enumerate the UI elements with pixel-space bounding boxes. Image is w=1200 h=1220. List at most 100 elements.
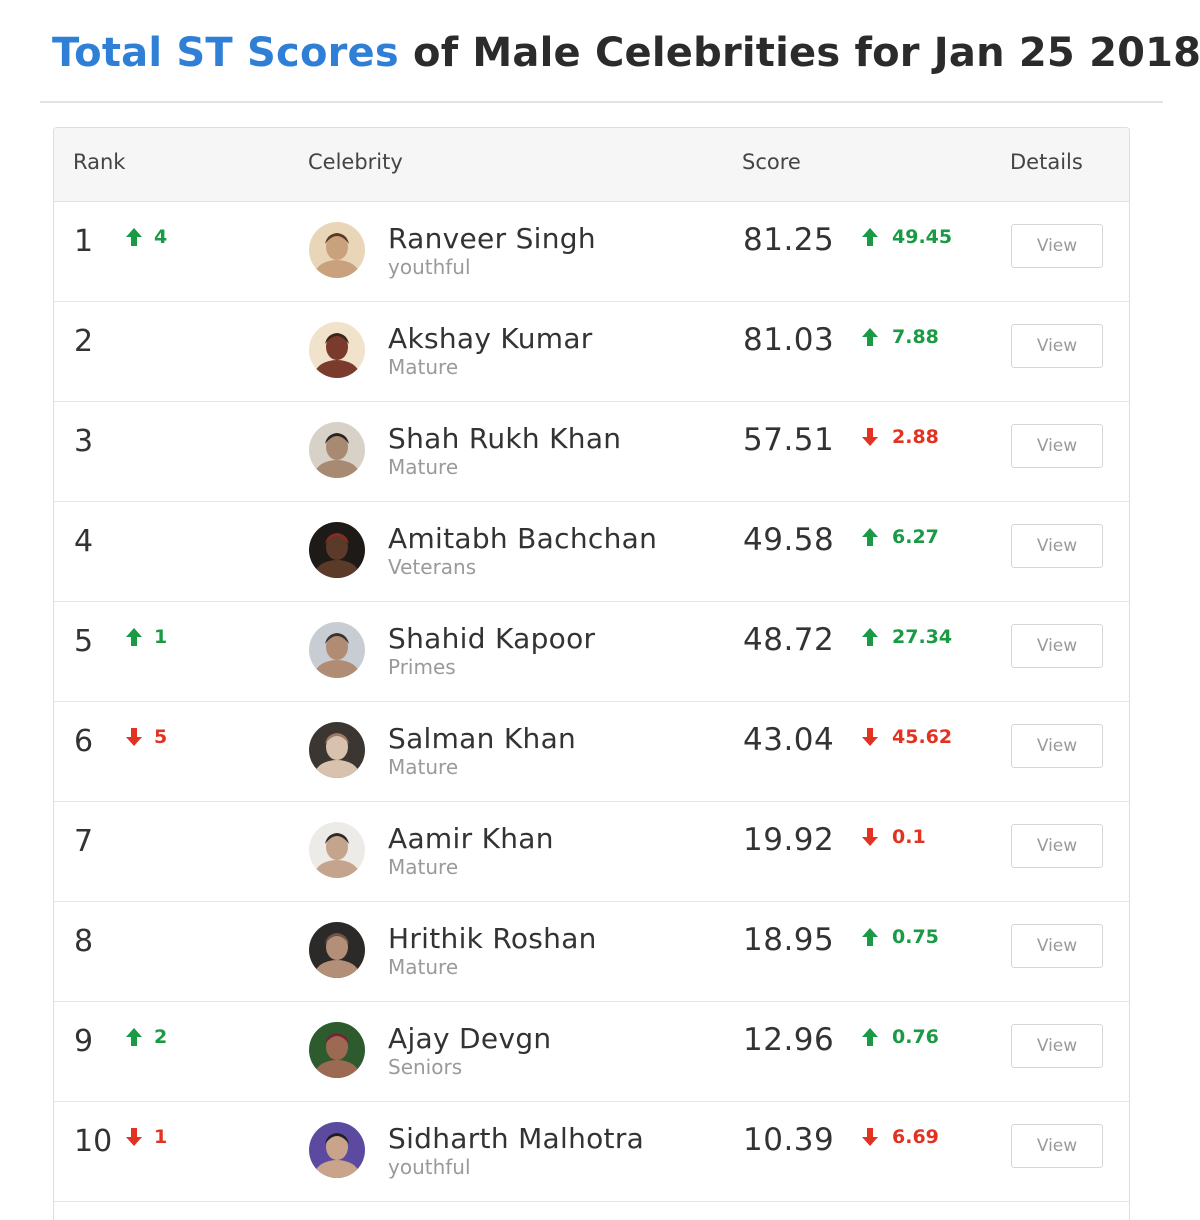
score-value: 48.72 bbox=[743, 622, 835, 658]
view-details-button[interactable]: View bbox=[1011, 224, 1103, 268]
score-change: 0.75 bbox=[860, 926, 939, 948]
rank-number: 4 bbox=[74, 524, 94, 559]
rank-number: 8 bbox=[74, 924, 94, 959]
view-details-button[interactable]: View bbox=[1011, 524, 1103, 568]
arrow-up-icon bbox=[124, 626, 144, 648]
score-change-value: 0.76 bbox=[892, 1026, 939, 1048]
rank-number: 3 bbox=[74, 424, 94, 459]
celebrity-category: Mature bbox=[388, 755, 459, 779]
avatar bbox=[309, 922, 365, 978]
score-change: 0.76 bbox=[860, 1026, 939, 1048]
rank-change-value: 1 bbox=[154, 626, 168, 648]
arrow-down-icon bbox=[124, 726, 144, 748]
view-details-button[interactable]: View bbox=[1011, 324, 1103, 368]
rank-change-value: 5 bbox=[154, 726, 168, 748]
rank-number: 6 bbox=[74, 724, 94, 759]
arrow-up-icon bbox=[860, 926, 880, 948]
celebrity-name: Shahid Kapoor bbox=[388, 622, 596, 655]
table-header: Rank Celebrity Score Details bbox=[54, 128, 1129, 202]
avatar bbox=[309, 422, 365, 478]
rank-number: 1 bbox=[74, 224, 94, 259]
view-details-button[interactable]: View bbox=[1011, 624, 1103, 668]
celebrity-name: Akshay Kumar bbox=[388, 322, 593, 355]
arrow-up-icon bbox=[860, 1026, 880, 1048]
avatar bbox=[309, 1022, 365, 1078]
celebrity-name: Sidharth Malhotra bbox=[388, 1122, 645, 1155]
celebrity-category: youthful bbox=[388, 255, 471, 279]
rankings-table: Rank Celebrity Score Details 1 4 Ranveer S… bbox=[53, 127, 1130, 1220]
celebrity-category: Mature bbox=[388, 955, 459, 979]
score-change: 2.88 bbox=[860, 426, 939, 448]
score-value: 19.92 bbox=[743, 822, 835, 858]
rank-number: 10 bbox=[74, 1124, 113, 1159]
table-row: 9 2 Ajay Devgn Seniors 12.96 0.76 View bbox=[54, 1002, 1129, 1102]
title-divider bbox=[40, 101, 1163, 103]
score-change-value: 0.75 bbox=[892, 926, 939, 948]
table-row: 8 Hrithik Roshan Mature 18.95 0.75 View bbox=[54, 902, 1129, 1002]
score-change-value: 49.45 bbox=[892, 226, 953, 248]
celebrity-category: Mature bbox=[388, 455, 459, 479]
arrow-down-icon bbox=[860, 426, 880, 448]
header-details: Details bbox=[1010, 150, 1083, 174]
celebrity-category: Veterans bbox=[388, 555, 477, 579]
rank-change: 1 bbox=[124, 1126, 167, 1148]
score-value: 81.03 bbox=[743, 322, 835, 358]
view-details-button[interactable]: View bbox=[1011, 924, 1103, 968]
table-row: 7 Aamir Khan Mature 19.92 0.1 View bbox=[54, 802, 1129, 902]
score-change-value: 45.62 bbox=[892, 726, 953, 748]
avatar bbox=[309, 822, 365, 878]
celebrity-name: Hrithik Roshan bbox=[388, 922, 597, 955]
score-value: 18.95 bbox=[743, 922, 835, 958]
celebrity-category: Seniors bbox=[388, 1055, 463, 1079]
rank-number: 5 bbox=[74, 624, 94, 659]
score-change-value: 7.88 bbox=[892, 326, 939, 348]
celebrity-category: Mature bbox=[388, 855, 459, 879]
arrow-down-icon bbox=[124, 1126, 144, 1148]
celebrity-category: Mature bbox=[388, 355, 459, 379]
score-value: 81.25 bbox=[743, 222, 835, 258]
avatar bbox=[309, 222, 365, 278]
table-row: 3 Shah Rukh Khan Mature 57.51 2.88 View bbox=[54, 402, 1129, 502]
page-title-rest: of Male Celebrities for Jan 25 2018 bbox=[398, 30, 1200, 76]
avatar bbox=[309, 722, 365, 778]
rank-change: 4 bbox=[124, 226, 167, 248]
score-value: 43.04 bbox=[743, 722, 835, 758]
arrow-up-icon bbox=[124, 226, 144, 248]
table-row: 1 4 Ranveer Singh youthful 81.25 49.45 View bbox=[54, 202, 1129, 302]
avatar bbox=[309, 522, 365, 578]
header-rank: Rank bbox=[73, 150, 126, 174]
arrow-down-icon bbox=[860, 826, 880, 848]
score-change: 49.45 bbox=[860, 226, 952, 248]
score-change: 27.34 bbox=[860, 626, 952, 648]
table-row: 2 Akshay Kumar Mature 81.03 7.88 View bbox=[54, 302, 1129, 402]
score-change-value: 0.1 bbox=[892, 826, 926, 848]
rank-change: 5 bbox=[124, 726, 167, 748]
header-celebrity: Celebrity bbox=[308, 150, 403, 174]
arrow-up-icon bbox=[860, 226, 880, 248]
avatar bbox=[309, 322, 365, 378]
celebrity-category: Primes bbox=[388, 655, 456, 679]
view-details-button[interactable]: View bbox=[1011, 1124, 1103, 1168]
celebrity-name: Shah Rukh Khan bbox=[388, 422, 622, 455]
score-change: 0.1 bbox=[860, 826, 926, 848]
view-details-button[interactable]: View bbox=[1011, 724, 1103, 768]
rank-change: 2 bbox=[124, 1026, 167, 1048]
header-score: Score bbox=[742, 150, 801, 174]
arrow-up-icon bbox=[860, 326, 880, 348]
score-change-value: 6.27 bbox=[892, 526, 939, 548]
page-title-accent: Total ST Scores bbox=[52, 30, 399, 76]
rank-change-value: 4 bbox=[154, 226, 168, 248]
score-change-value: 27.34 bbox=[892, 626, 953, 648]
score-change: 7.88 bbox=[860, 326, 939, 348]
celebrity-category: youthful bbox=[388, 1155, 471, 1179]
arrow-up-icon bbox=[124, 1026, 144, 1048]
view-details-button[interactable]: View bbox=[1011, 824, 1103, 868]
score-value: 49.58 bbox=[743, 522, 835, 558]
arrow-up-icon bbox=[860, 526, 880, 548]
avatar bbox=[309, 1122, 365, 1178]
rank-number: 7 bbox=[74, 824, 94, 859]
table-row: 5 1 Shahid Kapoor Primes 48.72 27.34 View bbox=[54, 602, 1129, 702]
rank-number: 9 bbox=[74, 1024, 94, 1059]
view-details-button[interactable]: View bbox=[1011, 1024, 1103, 1068]
view-details-button[interactable]: View bbox=[1011, 424, 1103, 468]
